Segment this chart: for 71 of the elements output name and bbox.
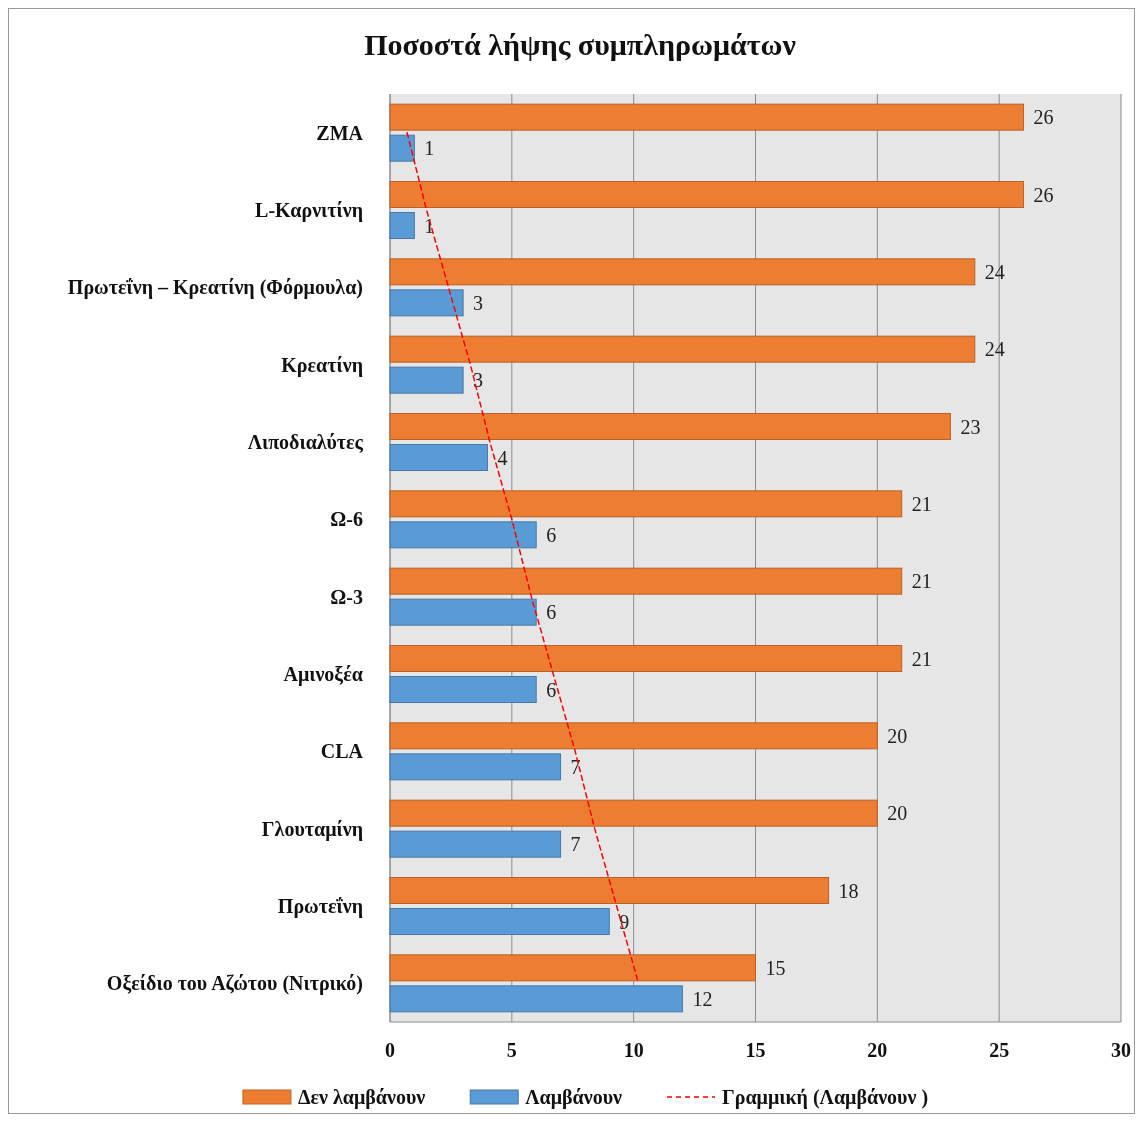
data-label: 6	[546, 678, 557, 701]
y-tick-label: Πρωτεΐνη – Κρεατίνη (Φόρμουλα)	[67, 276, 363, 300]
data-label: 12	[692, 987, 713, 1010]
y-tick-label: Πρωτεΐνη	[277, 895, 363, 918]
data-label: 23	[960, 415, 981, 438]
y-tick-label: Ω-6	[330, 508, 363, 531]
data-label: 3	[473, 291, 484, 314]
y-tick-label: CLA	[320, 740, 364, 763]
data-label: 20	[887, 724, 908, 747]
data-label: 21	[911, 570, 932, 593]
data-label: 18	[838, 879, 859, 902]
x-tick-label: 25	[989, 1039, 1010, 1061]
data-label: 24	[984, 338, 1005, 361]
x-tick-label: 20	[867, 1039, 888, 1061]
legend-label: Δεν λαμβάνουν	[297, 1086, 426, 1109]
bar	[389, 134, 415, 162]
data-label: 6	[546, 523, 557, 546]
bar	[389, 212, 415, 239]
data-label: 26	[1033, 106, 1054, 129]
data-label: 7	[570, 833, 581, 856]
bar	[389, 289, 464, 317]
bar	[389, 676, 537, 703]
bar	[389, 722, 878, 750]
bar	[389, 954, 756, 982]
bar	[389, 567, 903, 595]
bar	[389, 181, 1025, 208]
bar	[389, 521, 537, 549]
x-tick-label: 10	[623, 1039, 644, 1061]
bar	[389, 258, 976, 286]
bar	[389, 645, 903, 672]
x-tick-label: 15	[745, 1039, 766, 1061]
bar	[389, 830, 562, 858]
data-label: 26	[1033, 183, 1054, 206]
bar	[389, 799, 878, 827]
data-label: 3	[473, 369, 484, 392]
legend-label: Γραμμική (Λαμβάνουν )	[722, 1086, 929, 1109]
y-tick-label: Οξείδιο του Αζώτου (Νιτρικό)	[106, 972, 363, 996]
y-tick-label: Κρεατίνη	[281, 353, 363, 377]
data-label: 7	[570, 755, 581, 778]
data-label: 9	[619, 910, 630, 933]
bar	[389, 753, 562, 781]
x-tick-label: 5	[506, 1039, 517, 1061]
legend-label: Λαμβάνουν	[525, 1086, 623, 1109]
data-label: 6	[546, 601, 557, 624]
data-label: 24	[984, 260, 1005, 283]
y-tick-label: Ω-3	[330, 585, 363, 608]
data-label: 21	[911, 647, 932, 670]
bar	[389, 103, 1025, 131]
data-label: 4	[497, 446, 508, 469]
y-tick-label: Αμινοξέα	[283, 663, 363, 686]
bar	[389, 413, 951, 440]
y-tick-label: Λιποδιαλύτες	[247, 431, 364, 454]
data-label: 1	[424, 214, 435, 237]
y-tick-label: L-Καρνιτίνη	[255, 199, 363, 222]
bar	[389, 366, 464, 394]
bar	[389, 908, 610, 935]
bar	[389, 985, 683, 1013]
data-label: 20	[887, 802, 908, 825]
data-label: 1	[424, 137, 435, 160]
bar	[389, 490, 903, 518]
y-tick-label: Γλουταμίνη	[261, 817, 363, 841]
x-tick-label: 30	[1111, 1039, 1131, 1061]
bar	[389, 877, 830, 904]
x-tick-label: 0	[385, 1039, 395, 1061]
y-tick-label: ZMA	[316, 121, 364, 144]
bar	[389, 598, 537, 626]
chart-title: Ποσοστά λήψης συμπληρωμάτων	[364, 27, 797, 61]
data-label: 21	[911, 492, 932, 515]
bar	[389, 444, 488, 471]
data-label: 15	[765, 956, 786, 979]
bar	[389, 335, 976, 363]
